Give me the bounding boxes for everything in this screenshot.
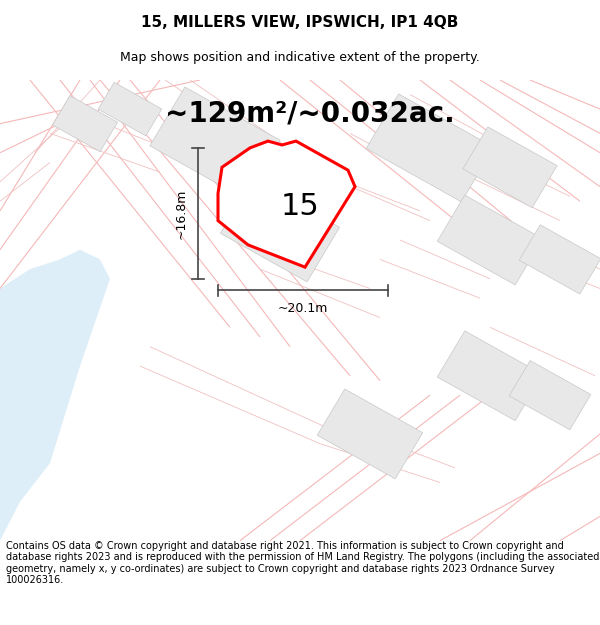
Text: ~16.8m: ~16.8m <box>175 188 188 239</box>
Polygon shape <box>317 389 423 479</box>
Polygon shape <box>463 127 557 208</box>
Text: 15: 15 <box>281 192 319 221</box>
Polygon shape <box>437 195 543 285</box>
Polygon shape <box>0 250 110 541</box>
Text: ~129m²/~0.032ac.: ~129m²/~0.032ac. <box>165 100 455 128</box>
Polygon shape <box>519 225 600 294</box>
Polygon shape <box>150 87 280 199</box>
Polygon shape <box>218 141 355 267</box>
Text: Map shows position and indicative extent of the property.: Map shows position and indicative extent… <box>120 51 480 64</box>
Polygon shape <box>437 331 543 421</box>
Polygon shape <box>220 179 340 282</box>
Polygon shape <box>52 96 118 152</box>
Polygon shape <box>366 94 494 202</box>
Text: 15, MILLERS VIEW, IPSWICH, IP1 4QB: 15, MILLERS VIEW, IPSWICH, IP1 4QB <box>142 15 458 30</box>
Polygon shape <box>98 82 162 136</box>
Text: ~20.1m: ~20.1m <box>278 302 328 315</box>
Polygon shape <box>509 361 591 430</box>
Text: Contains OS data © Crown copyright and database right 2021. This information is : Contains OS data © Crown copyright and d… <box>6 541 599 586</box>
